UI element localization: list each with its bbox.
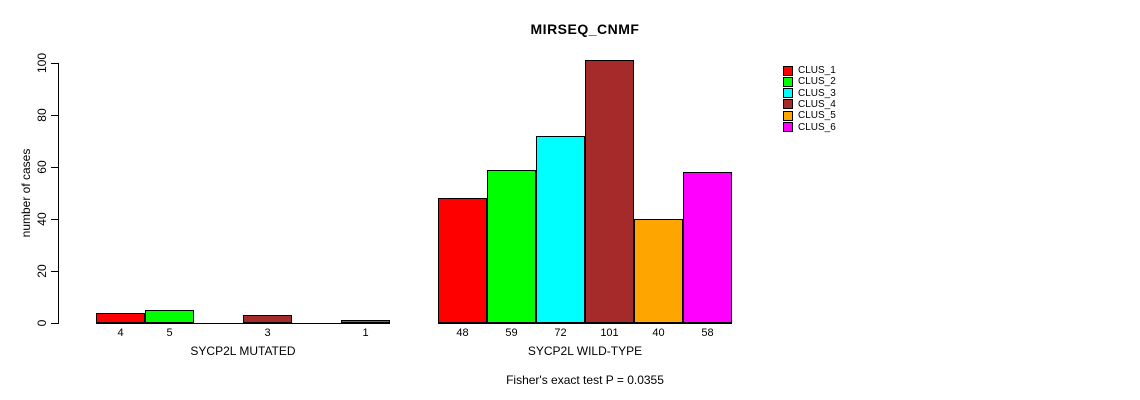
x-baseline bbox=[96, 323, 390, 324]
legend-swatch bbox=[783, 65, 793, 76]
y-axis-line bbox=[58, 63, 59, 324]
bar-value-label: 101 bbox=[600, 327, 619, 339]
y-tick bbox=[51, 114, 59, 116]
bar-value-label: 58 bbox=[701, 327, 714, 339]
bar-clus_6-group1 bbox=[341, 320, 390, 323]
bar-value-label: 3 bbox=[264, 327, 271, 339]
bar-value-label: 40 bbox=[652, 327, 665, 339]
chart-title: MIRSEQ_CNMF bbox=[530, 21, 640, 37]
y-tick bbox=[51, 218, 59, 220]
y-tick bbox=[51, 270, 59, 272]
bar-value-label: 59 bbox=[505, 327, 518, 339]
y-tick bbox=[51, 166, 59, 168]
legend-swatch bbox=[783, 99, 793, 110]
bar-clus_4-group1 bbox=[243, 315, 292, 323]
bar-clus_5-group2 bbox=[634, 219, 683, 323]
bar-value-label: 48 bbox=[456, 327, 469, 339]
y-tick bbox=[51, 62, 59, 64]
group-axis-label: SYCP2L MUTATED bbox=[190, 344, 296, 358]
y-tick-label: 0 bbox=[35, 319, 49, 327]
legend-label: CLUS_2 bbox=[798, 76, 836, 88]
y-tick-label: 80 bbox=[35, 108, 49, 122]
legend-swatch bbox=[783, 110, 793, 121]
bar-clus_1-group2 bbox=[438, 198, 487, 323]
bar-value-label: 1 bbox=[362, 327, 369, 339]
group-axis-label: SYCP2L WILD-TYPE bbox=[527, 344, 643, 358]
y-axis-title: number of cases bbox=[19, 148, 33, 238]
legend-swatch bbox=[783, 122, 793, 133]
bar-clus_6-group2 bbox=[683, 172, 732, 323]
y-tick-label: 100 bbox=[35, 52, 49, 74]
fisher-test-annotation: Fisher's exact test P = 0.0355 bbox=[506, 373, 664, 387]
legend-label: CLUS_1 bbox=[798, 65, 836, 76]
bar-clus_2-group1 bbox=[145, 310, 194, 323]
bar-value-label: 4 bbox=[117, 327, 124, 339]
y-tick bbox=[51, 322, 59, 324]
legend-label: CLUS_3 bbox=[798, 87, 836, 99]
legend-swatch bbox=[783, 88, 793, 99]
legend-label: CLUS_6 bbox=[798, 121, 836, 133]
bar-value-label: 5 bbox=[166, 327, 173, 339]
bar-value-label: 72 bbox=[554, 327, 567, 339]
y-tick-label: 20 bbox=[35, 264, 49, 278]
bar-clus_2-group2 bbox=[487, 170, 536, 323]
legend-swatch bbox=[783, 76, 793, 87]
bar-clus_3-group2 bbox=[536, 136, 585, 323]
y-tick-label: 40 bbox=[35, 212, 49, 226]
legend-label: CLUS_5 bbox=[798, 110, 836, 122]
bar-clus_1-group1 bbox=[96, 313, 145, 323]
bar-clus_4-group2 bbox=[585, 60, 634, 323]
x-baseline bbox=[438, 323, 732, 324]
legend-label: CLUS_4 bbox=[798, 98, 836, 110]
y-tick-label: 60 bbox=[35, 160, 49, 174]
